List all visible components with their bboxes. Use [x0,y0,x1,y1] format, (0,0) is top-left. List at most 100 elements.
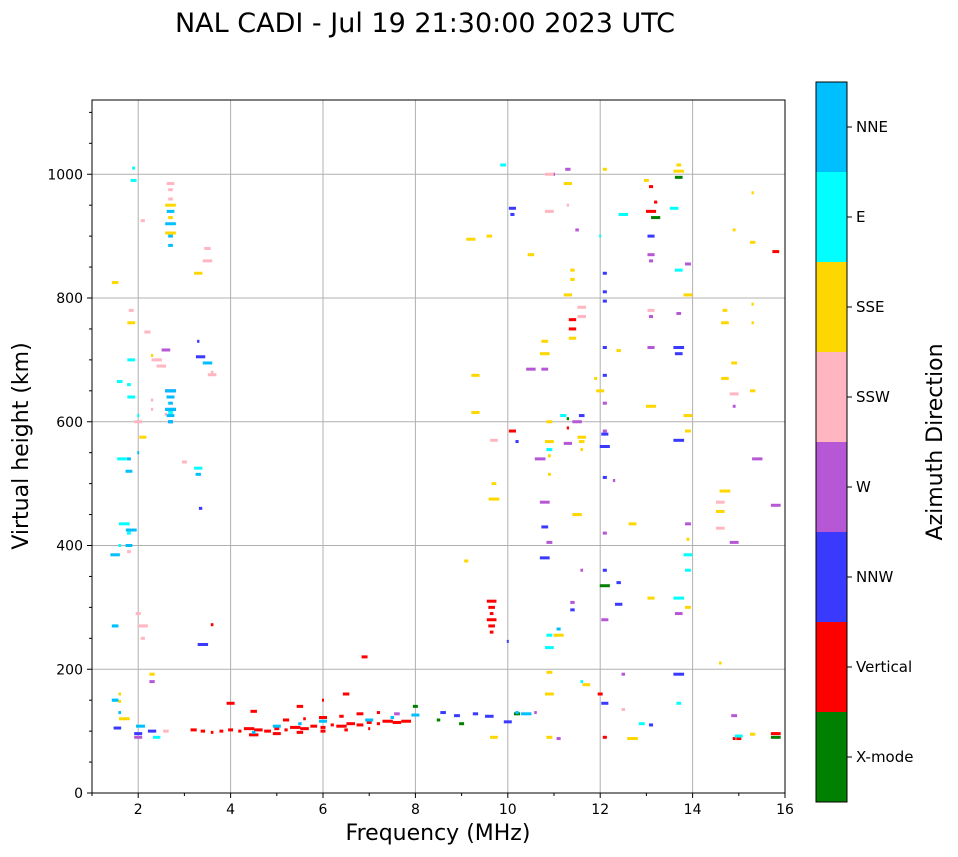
data-point [198,506,203,510]
data-point [601,432,609,436]
data-point [464,559,469,563]
data-point [116,380,123,384]
data-point [568,318,577,322]
data-point [149,680,155,684]
y-tick-label: 600 [56,415,83,431]
data-point [466,237,476,241]
data-point [166,414,175,418]
data-point [673,169,685,173]
data-point [197,643,209,646]
data-point [168,410,173,414]
data-point [647,253,655,257]
data-point [194,466,203,470]
data-point [731,361,738,365]
data-point [580,568,584,572]
data-point [563,182,573,186]
data-point [628,522,637,526]
data-point [751,321,754,325]
data-point [521,712,532,716]
data-point [181,460,187,464]
data-point [390,716,395,720]
data-point [110,553,120,557]
colorbar-label: NNE [856,118,888,136]
series-nne [110,209,561,734]
data-point [166,182,175,186]
data-point [547,454,551,458]
data-point [228,728,234,732]
data-point [161,348,171,352]
data-point [274,727,280,731]
data-point [716,526,725,530]
data-point [577,315,587,319]
data-point [194,271,203,275]
data-point [356,712,364,716]
data-point [127,358,136,362]
data-point [251,730,256,734]
data-point [118,544,122,547]
data-point [298,722,302,726]
data-point [118,711,122,715]
data-point [376,711,381,715]
data-point [471,373,480,377]
data-point [577,305,587,309]
data-point [210,623,214,627]
data-point [556,627,561,631]
data-point [546,448,553,452]
x-tick-label: 16 [776,802,794,818]
data-point [508,429,516,433]
colorbar-label: Vertical [856,658,912,676]
data-point [539,352,550,356]
data-point [618,212,629,216]
data-point [638,722,645,726]
x-tick-label: 4 [226,802,235,818]
data-point [127,531,131,535]
data-point [578,414,585,418]
data-point [485,714,494,718]
data-point [526,367,536,371]
data-point [500,163,507,167]
data-point [219,729,224,733]
data-point [602,475,607,479]
data-point [412,704,418,708]
data-point [686,537,690,541]
colorbar-segment [816,622,847,712]
data-point [602,401,607,405]
data-point [149,672,155,676]
data-point [560,414,567,418]
data-point [339,714,344,718]
x-tick-label: 10 [499,802,517,818]
data-point [365,718,374,722]
data-point [648,315,654,319]
data-point [621,672,626,676]
colorbar-frame [815,81,848,803]
data-point [732,404,736,408]
data-point [284,728,288,732]
data-point [472,712,479,716]
data-point [602,531,607,535]
data-point [137,414,140,418]
data-point [322,698,324,702]
x-tick-label: 8 [411,802,420,818]
data-point [601,701,609,705]
x-tick-label: 2 [134,802,143,818]
x-axis: 2 4 6 8 10 12 14 16 [91,793,794,818]
data-point [202,361,213,365]
series-w [134,167,781,741]
data-point [118,692,122,696]
data-point [736,737,742,741]
data-point [597,692,603,696]
data-point [566,417,570,421]
data-point [150,398,154,402]
data-point [290,725,301,729]
data-point [471,410,480,414]
colorbar-label: SSE [856,298,885,316]
data-point [683,293,693,297]
data-point [168,243,173,247]
data-point [647,596,655,600]
data-point [210,370,214,374]
colorbar-label: NNW [856,568,893,586]
colorbar-label: X-mode [856,748,913,766]
data-point [135,612,141,616]
data-point [544,692,554,696]
data-point [685,262,691,266]
